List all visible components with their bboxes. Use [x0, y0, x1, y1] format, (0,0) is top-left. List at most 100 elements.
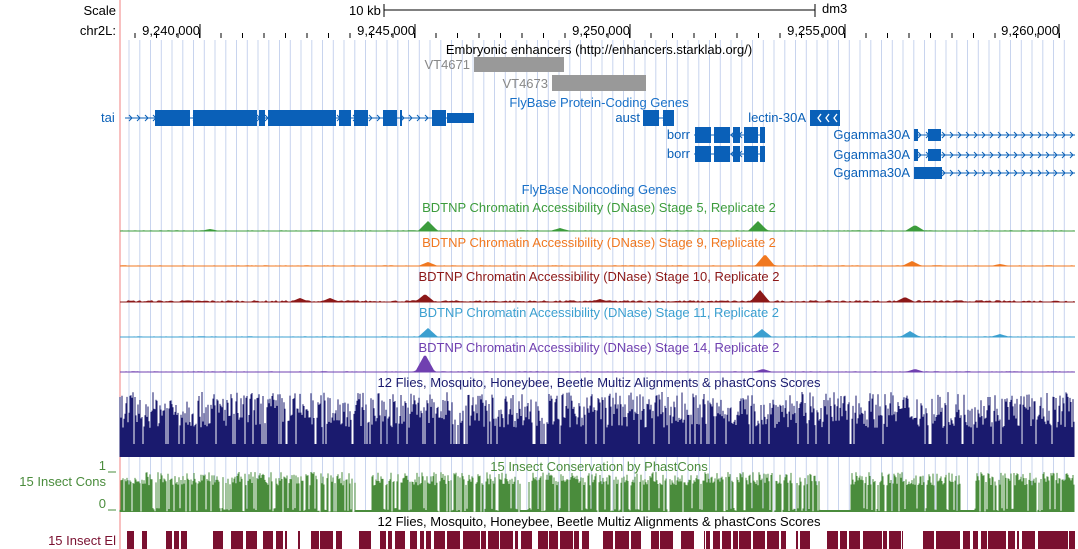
- conserved-element: [840, 531, 842, 549]
- strand-arrow-icon: [825, 113, 830, 123]
- strand-arrow-icon: [949, 151, 954, 159]
- ruler-tick-label: 9,250,000: [572, 23, 630, 38]
- cons-track-title[interactable]: 15 Insect Conservation by PhastCons: [490, 459, 708, 474]
- dnase-stage14-title[interactable]: BDTNP Chromatin Accessibility (DNase) St…: [418, 340, 780, 355]
- coding-track-title[interactable]: FlyBase Protein-Coding Genes: [509, 95, 689, 110]
- strand-arrow-icon: [1045, 151, 1050, 159]
- strand-arrow-icon: [1029, 151, 1034, 159]
- gene-label-ggamma30a[interactable]: Ggamma30A: [833, 127, 910, 142]
- gene-exon: [760, 127, 765, 143]
- conserved-element: [420, 531, 424, 549]
- gene-label-ggamma30a[interactable]: Ggamma30A: [833, 147, 910, 162]
- dnase-stage9-title[interactable]: BDTNP Chromatin Accessibility (DNase) St…: [422, 235, 776, 250]
- dnase-stage10-title[interactable]: BDTNP Chromatin Accessibility (DNase) St…: [418, 269, 780, 284]
- strand-arrow-icon: [981, 169, 986, 177]
- conserved-element: [359, 531, 371, 549]
- gene-exon: [447, 113, 474, 123]
- strand-arrow-icon: [957, 151, 962, 159]
- conserved-element: [388, 531, 392, 549]
- gene-label-ggamma30a[interactable]: Ggamma30A: [833, 165, 910, 180]
- conserved-element: [174, 531, 179, 549]
- strand-arrow-icon: [646, 114, 651, 122]
- enhancer-item-label[interactable]: VT4671: [424, 57, 470, 72]
- conserved-element: [1065, 531, 1068, 549]
- conserved-element: [923, 531, 934, 549]
- conserved-element: [142, 531, 147, 549]
- gene-exon: [744, 146, 758, 162]
- strand-arrow-icon: [957, 169, 962, 177]
- ruler-tick-label: 9,255,000: [787, 23, 845, 38]
- conserved-element: [127, 531, 134, 549]
- conserved-element: [827, 531, 838, 549]
- conserved-element: [660, 531, 673, 549]
- strand-arrow-icon: [941, 131, 946, 139]
- gene-label-lectin-30A[interactable]: lectin-30A: [748, 110, 806, 125]
- strand-arrow-icon: [1013, 131, 1018, 139]
- strand-arrow-icon: [424, 114, 429, 122]
- strand-arrow-icon: [1053, 151, 1058, 159]
- conserved-element: [410, 531, 417, 549]
- elements-side-label[interactable]: 15 Insect El: [48, 533, 116, 548]
- conserved-element: [981, 531, 987, 549]
- conserved-element: [739, 531, 751, 549]
- conserved-element: [285, 531, 287, 549]
- multiz-track-title[interactable]: 12 Flies, Mosquito, Honeybee, Beetle Mul…: [377, 375, 821, 390]
- gene-label-aust[interactable]: aust: [615, 110, 640, 125]
- gene-exon: [744, 127, 758, 143]
- gene-label-tai[interactable]: tai: [101, 110, 115, 125]
- gene-exon: [914, 149, 918, 161]
- gene-exon: [733, 127, 740, 143]
- strand-arrow-icon: [965, 169, 970, 177]
- conserved-element: [902, 531, 903, 549]
- gene-label-borr[interactable]: borr: [666, 127, 690, 142]
- gene-exon: [733, 146, 740, 162]
- dnase-signal: [120, 355, 1075, 372]
- conserved-element: [704, 531, 705, 549]
- strand-arrow-icon: [989, 169, 994, 177]
- conserved-element: [1069, 531, 1075, 549]
- conserved-element: [889, 531, 901, 549]
- conserved-element: [246, 531, 257, 549]
- conserved-element: [631, 531, 641, 549]
- strand-arrow-icon: [973, 131, 978, 139]
- strand-arrow-icon: [136, 114, 141, 122]
- gene-exon: [714, 146, 730, 162]
- scale-label: Scale: [83, 3, 116, 18]
- conserved-element: [950, 531, 960, 549]
- elements-track-title[interactable]: 12 Flies, Mosquito, Honeybee, Beetle Mul…: [377, 514, 821, 529]
- dnase-stage11-title[interactable]: BDTNP Chromatin Accessibility (DNase) St…: [418, 305, 780, 320]
- conserved-element: [849, 531, 860, 549]
- strand-arrow-icon: [654, 114, 659, 122]
- gene-exon: [695, 146, 711, 162]
- cons-bars: [119, 472, 1075, 512]
- conserved-element: [481, 531, 486, 549]
- enhancer-item-label[interactable]: VT4673: [502, 76, 548, 91]
- conserved-element: [181, 531, 187, 549]
- strand-arrow-icon: [965, 131, 970, 139]
- conserved-element: [500, 531, 513, 549]
- enhancer-block: [474, 57, 564, 72]
- chrom-label: chr2L:: [79, 23, 116, 38]
- gene-exon: [339, 110, 351, 126]
- gene-exon: [928, 149, 941, 161]
- strand-arrow-icon: [949, 131, 954, 139]
- enhancer-track-title[interactable]: Embryonic enhancers (http://enhancers.st…: [445, 42, 753, 57]
- dnase-stage5-title[interactable]: BDTNP Chromatin Accessibility (DNase) St…: [422, 200, 776, 215]
- noncoding-track-title[interactable]: FlyBase Noncoding Genes: [521, 182, 677, 197]
- strand-arrow-icon: [1037, 169, 1042, 177]
- conserved-element: [722, 531, 731, 549]
- gene-exon: [432, 110, 446, 126]
- conserved-element: [434, 531, 445, 549]
- conserved-element: [582, 531, 589, 549]
- gene-exon: [810, 110, 840, 126]
- strand-arrow-icon: [376, 114, 381, 122]
- gene-exon: [928, 129, 941, 141]
- conserved-element: [549, 531, 558, 549]
- gene-label-borr[interactable]: borr: [666, 146, 690, 161]
- strand-arrow-icon: [973, 169, 978, 177]
- strand-arrow-icon: [997, 131, 1002, 139]
- cons-side-label[interactable]: 15 Insect Cons: [19, 474, 106, 489]
- strand-arrow-icon: [1069, 169, 1074, 177]
- strand-arrow-icon: [1013, 169, 1018, 177]
- conserved-element: [996, 531, 1006, 549]
